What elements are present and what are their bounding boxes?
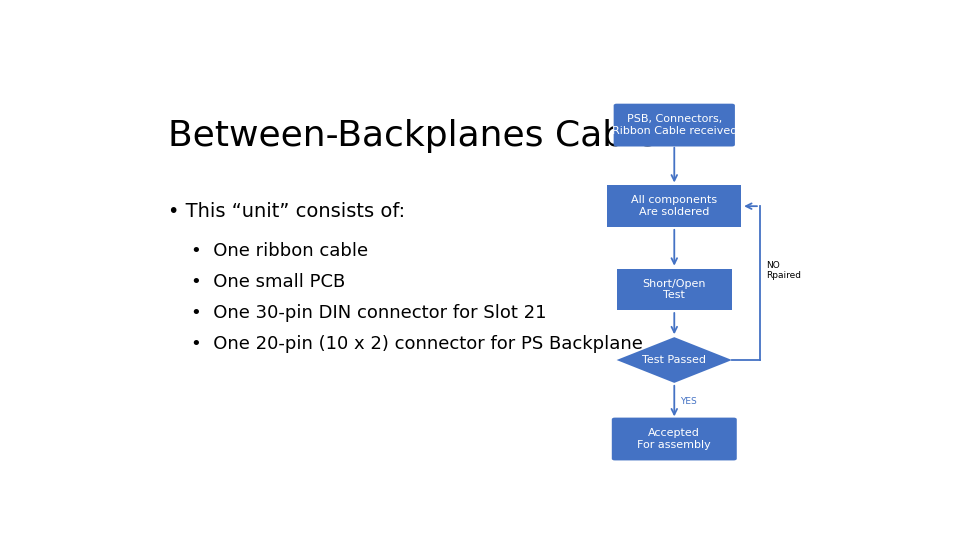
Text: •  One ribbon cable: • One ribbon cable [191, 241, 368, 260]
Polygon shape [616, 337, 732, 383]
FancyBboxPatch shape [612, 417, 736, 461]
Text: NO
Rpaired: NO Rpaired [766, 261, 801, 280]
Text: Short/Open
Test: Short/Open Test [642, 279, 706, 300]
Text: •  One 20-pin (10 x 2) connector for PS Backplane: • One 20-pin (10 x 2) connector for PS B… [191, 335, 642, 353]
FancyBboxPatch shape [613, 104, 735, 146]
Text: •  One 30-pin DIN connector for Slot 21: • One 30-pin DIN connector for Slot 21 [191, 304, 546, 322]
Text: PSB, Connectors,
Ribbon Cable received: PSB, Connectors, Ribbon Cable received [612, 114, 737, 136]
Text: Accepted
For assembly: Accepted For assembly [637, 428, 711, 450]
Text: Between-Backplanes Cable: Between-Backplanes Cable [168, 119, 658, 153]
Text: Test Passed: Test Passed [642, 355, 707, 365]
Text: •  One small PCB: • One small PCB [191, 273, 345, 291]
FancyBboxPatch shape [616, 268, 732, 310]
Text: All components
Are soldered: All components Are soldered [632, 195, 717, 217]
FancyBboxPatch shape [608, 185, 741, 227]
Text: YES: YES [681, 396, 697, 406]
Text: • This “unit” consists of:: • This “unit” consists of: [168, 202, 405, 221]
